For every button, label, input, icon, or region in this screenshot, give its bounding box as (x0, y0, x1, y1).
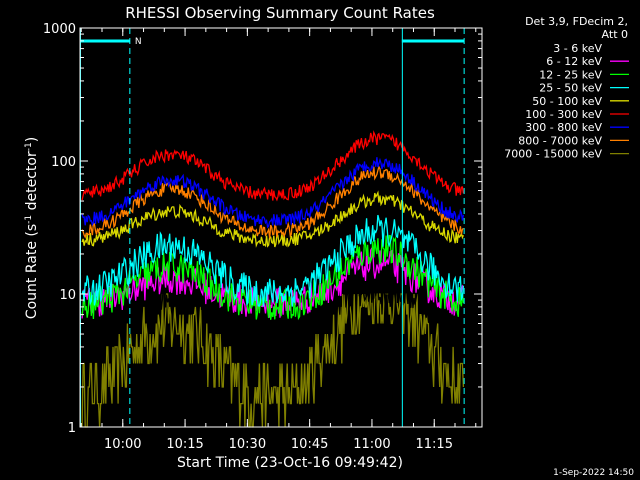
x-tick-label: 10:00 (104, 437, 141, 452)
x-axis-label: Start Time (23-Oct-16 09:49:42) (177, 455, 403, 471)
series-layer (81, 130, 465, 428)
chart-title: RHESSI Observing Summary Count Rates (125, 4, 435, 22)
plot-frame (79, 27, 483, 428)
x-tick-label: 11:15 (416, 437, 453, 452)
y-tick-label: 1 (68, 421, 76, 436)
series-line-7000-15000keV (81, 293, 465, 428)
night-marker-label: N (135, 37, 142, 47)
series-line-300-800keV (81, 157, 465, 229)
legend-label: 7000 - 15000 keV (504, 148, 602, 161)
y-axis-label: Count Rate (s-1 detector-1) (24, 137, 40, 319)
x-tick-label: 11:00 (353, 437, 390, 452)
legend-label: 25 - 50 keV (539, 82, 602, 95)
legend-label: 100 - 300 keV (525, 108, 602, 121)
legend-header-line-2: Att 0 (602, 28, 628, 41)
series-line-3-6keV (81, 275, 465, 326)
y-tick-label: 100 (51, 155, 76, 170)
legend-label: 3 - 6 keV (553, 42, 602, 55)
series-line-25-50keV (81, 214, 465, 307)
legend-label: 12 - 25 keV (539, 68, 602, 81)
legend-label: 6 - 12 keV (546, 55, 602, 68)
series-line-800-7000keV (81, 165, 464, 239)
y-tick-label: 1000 (43, 22, 76, 37)
x-tick-label: 10:15 (166, 437, 203, 452)
date-stamp: 1-Sep-2022 14:50 (553, 468, 634, 478)
legend-label: 50 - 100 keV (532, 95, 602, 108)
legend-header-line-1: Det 3,9, FDecim 2, (525, 15, 628, 28)
x-tick-label: 10:30 (229, 437, 266, 452)
legend-label: 300 - 800 keV (525, 121, 602, 134)
x-axis: 10:00 10:15 10:30 10:45 11:00 11:15 (80, 28, 477, 452)
series-line-12-25keV (81, 234, 465, 321)
series-line-100-300keV (81, 130, 465, 202)
y-tick-label: 10 (59, 288, 76, 303)
legend-label: 800 - 7000 keV (518, 134, 602, 147)
y-axis: 1 10 100 1000 (43, 22, 482, 436)
x-tick-label: 10:45 (291, 437, 328, 452)
series-line-50-100keV (81, 190, 464, 248)
